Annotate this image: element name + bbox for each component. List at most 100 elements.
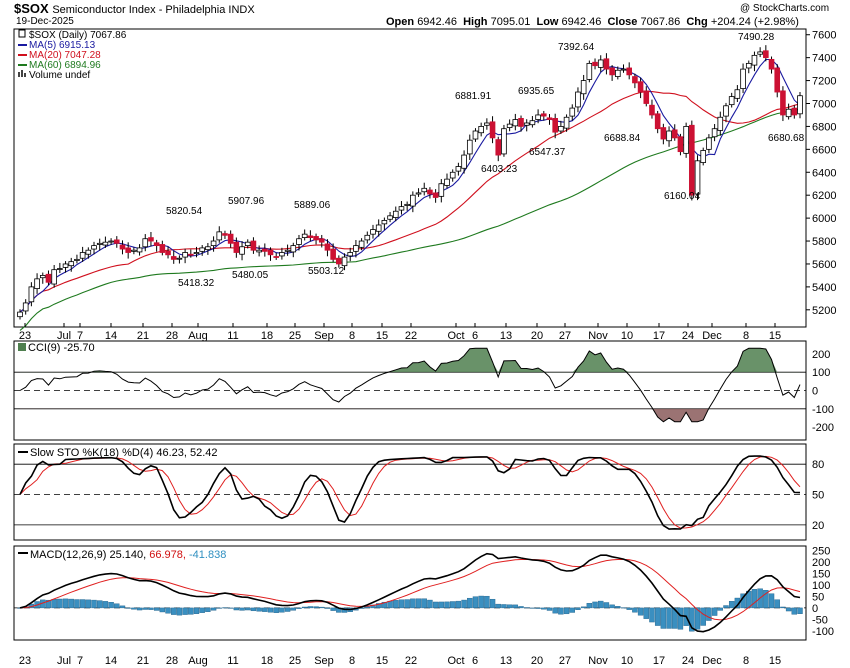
candle-body (205, 246, 211, 251)
price-y-tick-label: 6600 (812, 144, 836, 156)
candle-body (165, 250, 171, 256)
macd-histogram-bar (250, 607, 257, 612)
ma5-line (19, 58, 801, 313)
candle-body (586, 62, 593, 80)
macd-histogram-bar (569, 607, 575, 613)
candle-body (523, 122, 530, 126)
candle-body (495, 139, 502, 156)
macd-histogram-bar (256, 607, 262, 612)
candle-body (341, 256, 348, 267)
candle-body (96, 242, 103, 245)
price-y-tick-label: 5600 (812, 259, 836, 271)
macd-histogram-bar (245, 607, 251, 611)
macd-histogram-bar (205, 607, 211, 612)
x-axis-label: 24 (682, 330, 694, 342)
candle-body (415, 192, 422, 195)
high-label: High (463, 16, 488, 28)
candle-body (768, 58, 775, 70)
candle-body (131, 249, 137, 252)
price-annotation-label: 6547.37 (529, 147, 566, 158)
price-annotation-label: 7392.64 (558, 42, 595, 53)
candle-body (91, 245, 97, 250)
candle-body (745, 62, 752, 69)
macd-histogram-bar (689, 607, 695, 632)
candle-body (199, 247, 205, 252)
close-label: Close (607, 16, 638, 28)
x-axis-label: 10 (621, 330, 633, 342)
candle-body (466, 139, 473, 155)
x-axis-label: 15 (769, 330, 781, 342)
x-axis-label-bottom: 18 (261, 655, 273, 667)
candle-body (392, 210, 399, 218)
candle-body (558, 126, 564, 132)
index-name: Semiconductor Index - Philadelphia INDX (52, 4, 255, 16)
candle-body (79, 252, 86, 259)
legend-item-label: MA(5) 6915.13 (29, 40, 96, 51)
price-y-tick-label: 6000 (812, 213, 836, 225)
candle-body (358, 240, 365, 248)
candle-body (176, 257, 183, 260)
candle-body (563, 116, 570, 129)
macd-histogram-bar (57, 598, 63, 609)
macd-histogram-bar (586, 603, 593, 609)
candle-body (438, 183, 445, 197)
macd-histogram-bar (199, 607, 205, 613)
price-annotation-label: 6403.23 (481, 164, 518, 175)
macd-histogram-bar (182, 607, 188, 615)
candle-body (108, 240, 114, 243)
macd-histogram-bar (404, 599, 410, 609)
x-axis-label-bottom: 28 (166, 655, 178, 667)
sto-k-line (19, 455, 801, 530)
candle-body (216, 231, 223, 241)
candle-body (660, 127, 667, 140)
macd-y-tick-label: 150 (812, 569, 830, 581)
candle-body (267, 249, 274, 256)
candle-body (592, 61, 598, 67)
candle-body (432, 192, 439, 198)
ohlc-bar: Open 6942.46 High 7095.01 Low 6942.46 Cl… (386, 16, 799, 28)
macd-histogram-bar (791, 607, 798, 615)
macd-histogram-bar (410, 598, 416, 609)
macd-histogram-bar (319, 606, 325, 609)
macd-histogram-bar (148, 607, 154, 610)
candle-body (449, 171, 456, 179)
x-axis-label-bottom: Aug (188, 655, 208, 667)
candle-body (136, 247, 143, 253)
macd-histogram-bar (233, 607, 240, 611)
macd-histogram-bar (728, 601, 735, 609)
candle-body (148, 237, 154, 242)
candle-body (734, 89, 741, 99)
candle-body (170, 256, 177, 260)
candle-body (546, 117, 553, 120)
cci-line (19, 347, 801, 423)
cci-y-tick-label: -200 (812, 422, 834, 434)
macd-histogram-bar (524, 607, 530, 609)
candle-body (17, 311, 23, 318)
macd-histogram-bar (768, 593, 775, 609)
macd-histogram-bar (467, 597, 473, 609)
price-y-tick-label: 7200 (812, 76, 836, 88)
macd-histogram-bar (125, 607, 131, 609)
candle-body (689, 124, 695, 196)
macd-histogram-bar (415, 598, 422, 609)
macd-histogram-bar (142, 607, 148, 610)
candle-body (552, 118, 558, 133)
candle-body (728, 96, 735, 106)
macd-histogram-bar (421, 598, 427, 609)
macd-histogram-bar (598, 600, 604, 609)
macd-histogram-bar (159, 607, 166, 613)
candle-body (472, 130, 479, 140)
macd-histogram-bar (193, 607, 200, 614)
macd-histogram-bar (785, 607, 792, 612)
price-y-tick-label: 7000 (812, 99, 836, 111)
candle-body (222, 233, 228, 236)
price-y-tick-label: 7600 (812, 30, 836, 42)
candle-body (313, 236, 319, 241)
candle-body (364, 234, 371, 241)
candle-body (501, 128, 507, 155)
macd-histogram-bar (780, 606, 786, 609)
macd-y-tick-label: 0 (812, 603, 818, 615)
macd-histogram-bar (114, 603, 120, 609)
low-value: 6942.46 (561, 16, 602, 28)
cci-legend-swatch (18, 343, 26, 351)
